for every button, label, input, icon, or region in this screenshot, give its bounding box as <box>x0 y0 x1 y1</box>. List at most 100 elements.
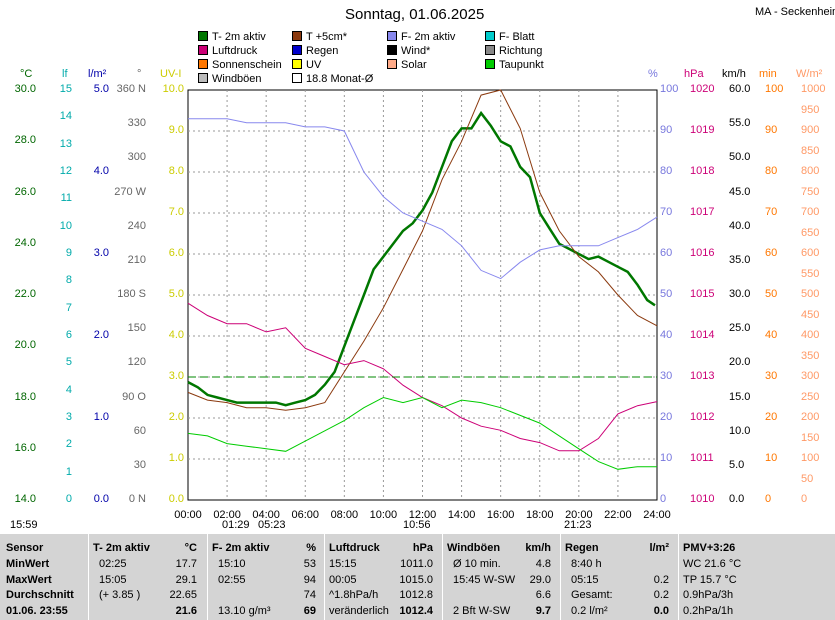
temp-axis-tick: 16.0 <box>14 441 36 454</box>
axis-unit-wind: km/h <box>722 68 746 80</box>
stats-cell: 9.7 <box>535 604 551 617</box>
stats-cell: km/h <box>525 542 551 554</box>
wind-axis-tick: 20.0 <box>729 356 751 369</box>
stats-separator <box>442 534 443 620</box>
wind-axis-tick: 5.0 <box>729 458 745 471</box>
hum-axis-tick: 50 <box>660 288 673 300</box>
press-axis-tick: 1016 <box>690 247 715 259</box>
stats-cell: 69 <box>303 604 316 617</box>
leaf-axis-tick: 15 <box>59 83 72 95</box>
stats-cell: 0.2 <box>653 573 669 586</box>
x-tick-label: 22:00 <box>604 509 632 521</box>
rain-axis-tick: 4.0 <box>93 165 109 177</box>
legend-item: UV <box>292 59 321 71</box>
wind-axis-tick: 55.0 <box>729 117 751 130</box>
stats-cell: 15:10 <box>218 558 246 570</box>
stats-cell: Regen <box>565 542 599 554</box>
legend-swatch <box>198 73 208 83</box>
press-axis-tick: 1014 <box>690 329 715 341</box>
leaf-axis-tick: 2 <box>65 438 72 451</box>
legend-label: Wind* <box>401 45 431 57</box>
legend-label: Regen <box>306 45 339 57</box>
stats-cell: 0.2hPa/1h <box>683 604 734 617</box>
dir-axis-tick: 210 <box>127 253 146 266</box>
x-tick-label: 12:00 <box>409 509 437 521</box>
leaf-axis-tick: 0 <box>65 493 72 505</box>
axis-unit-dir: ° <box>137 68 142 80</box>
leaf-axis-tick: 5 <box>65 356 72 369</box>
x-tick-label: 16:00 <box>487 509 515 521</box>
stats-cell: 29.0 <box>529 573 551 586</box>
legend-item: Windböen <box>198 73 262 85</box>
legend-label: Richtung <box>499 45 543 57</box>
legend-swatch <box>292 73 302 83</box>
solar-axis-tick: 0 <box>801 493 808 505</box>
axis-unit-sun_min: min <box>759 68 777 80</box>
weather-chart: 00:00 02:00 04:00 06:00 08:00 10:00 12:00 14:00… <box>174 89 671 521</box>
leaf-axis-tick: 14 <box>59 110 72 123</box>
stats-table: Sensor T- 2m aktiv °C F- 2m aktiv% Luftdruck… <box>0 534 835 620</box>
stats-cell: 21.6 <box>175 604 197 617</box>
x-tick-label: 06:00 <box>291 509 319 521</box>
press-axis-tick: 1010 <box>690 493 715 505</box>
stats-cell: Ø 10 min. <box>453 558 501 570</box>
leaf-axis-tick: 10 <box>59 219 72 232</box>
sun-axis-tick: 80 <box>765 165 778 177</box>
axis-unit-press: hPa <box>684 68 704 80</box>
legend-swatch <box>292 31 302 41</box>
legend-item: T- 2m aktiv <box>198 31 266 43</box>
sun-axis-tick: 90 <box>765 124 778 136</box>
legend-item: 18.8 Monat-Ø <box>292 73 373 85</box>
stats-cell: 94 <box>303 573 316 586</box>
stats-cell: MaxWert <box>6 573 52 586</box>
solar-axis-tick: 200 <box>801 411 820 423</box>
legend-label: Taupunkt <box>499 59 544 71</box>
legend-label: Sonnenschein <box>212 59 282 71</box>
rain-axis-tick: 0.0 <box>93 493 109 505</box>
series-f-2m-aktiv <box>188 118 658 280</box>
dir-axis-tick: 300 <box>127 151 146 164</box>
dir-axis-tick: 180 S <box>117 288 146 300</box>
solar-axis-tick: 800 <box>801 165 820 177</box>
stats-cell: % <box>306 542 316 554</box>
temp-axis-tick: 14.0 <box>14 493 36 505</box>
x-tick-label: 02:00 <box>213 509 241 521</box>
legend-item: F- 2m aktiv <box>387 31 455 43</box>
axis-unit-temp: °C <box>20 68 33 80</box>
stats-cell: 53 <box>303 558 316 570</box>
wind-axis-tick: 30.0 <box>729 288 751 300</box>
temp-axis-tick: 30.0 <box>14 83 36 95</box>
legend-label: T +5cm* <box>306 31 348 43</box>
stats-cell: Durchschnitt <box>6 589 74 601</box>
hum-axis-tick: 90 <box>660 124 673 136</box>
stats-separator <box>88 534 89 620</box>
stats-cell: 29.1 <box>175 573 197 586</box>
sun-mark-sunset_prev: 15:59 <box>10 519 38 531</box>
stats-cell: 8:40 h <box>571 558 602 570</box>
temp-axis-tick: 26.0 <box>14 185 36 198</box>
press-axis-tick: 1013 <box>690 370 715 382</box>
stats-cell: l/m² <box>649 542 669 554</box>
location-label: MA - Seckenheim <box>755 6 835 18</box>
stats-cell: 6.6 <box>535 589 551 601</box>
legend-label: Luftdruck <box>212 45 258 57</box>
leaf-axis-tick: 7 <box>65 301 72 314</box>
wind-axis-tick: 45.0 <box>729 185 751 198</box>
legend-item: Wind* <box>387 45 430 57</box>
press-axis-tick: 1020 <box>690 83 715 95</box>
temp-axis-tick: 18.0 <box>14 390 36 403</box>
solar-axis-tick: 150 <box>801 431 820 444</box>
legend-swatch <box>292 45 302 55</box>
stats-cell: Windböen <box>447 542 501 554</box>
x-tick-label: 10:00 <box>370 509 398 521</box>
axis-unit-hum: % <box>648 68 658 80</box>
uv-axis-tick: 6.0 <box>168 247 184 259</box>
stats-cell: 17.7 <box>175 558 197 570</box>
stats-cell: 15:45 W-SW <box>453 573 516 586</box>
legend-item: Richtung <box>485 45 542 57</box>
temp-axis-tick: 24.0 <box>14 236 36 249</box>
leaf-axis-tick: 3 <box>65 411 72 423</box>
hum-axis-tick: 70 <box>660 206 673 218</box>
rain-axis-tick: 2.0 <box>93 329 109 341</box>
legend-item: F- Blatt <box>485 31 534 43</box>
